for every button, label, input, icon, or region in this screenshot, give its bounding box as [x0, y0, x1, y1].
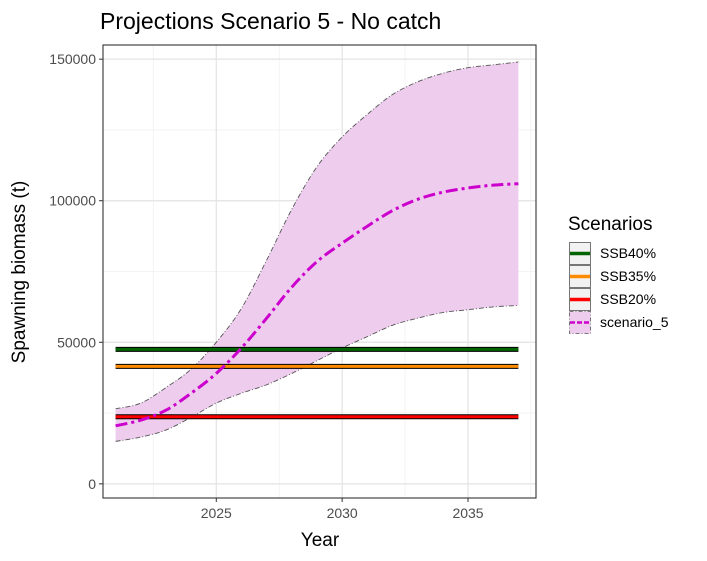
legend-item: scenario_5: [569, 311, 669, 334]
legend-label: scenario_5: [600, 314, 669, 330]
y-tick-label: 50000: [57, 334, 96, 350]
x-tick-label: 2035: [452, 505, 483, 521]
legend: Scenarios SSB40% SSB35% SSB20% scenario_5: [568, 214, 669, 334]
y-tick-label: 100000: [49, 193, 96, 209]
y-tick-label: 0: [88, 476, 96, 492]
panel-border: [102, 44, 537, 499]
x-tick-label: 2030: [327, 505, 358, 521]
band-lower-edge: [115, 305, 519, 442]
x-tick-label: 2025: [201, 505, 232, 521]
plot-panel: [102, 44, 537, 499]
y-axis-title: Spawning biomass (t): [9, 181, 30, 364]
chart-title: Projections Scenario 5 - No catch: [100, 8, 441, 34]
x-axis-title: Year: [301, 530, 340, 551]
band-upper-edge: [115, 61, 519, 410]
legend-label: SSB35%: [600, 268, 656, 284]
legend-item: SSB20%: [569, 288, 656, 311]
legend-item: SSB35%: [569, 265, 656, 288]
series-line: [115, 182, 519, 428]
legend-label: SSB20%: [600, 291, 656, 307]
legend-item: SSB40%: [569, 242, 656, 265]
confidence-band: [115, 61, 519, 442]
legend-label: SSB40%: [600, 245, 656, 261]
y-tick-label: 150000: [49, 51, 96, 67]
legend-title: Scenarios: [568, 214, 653, 235]
